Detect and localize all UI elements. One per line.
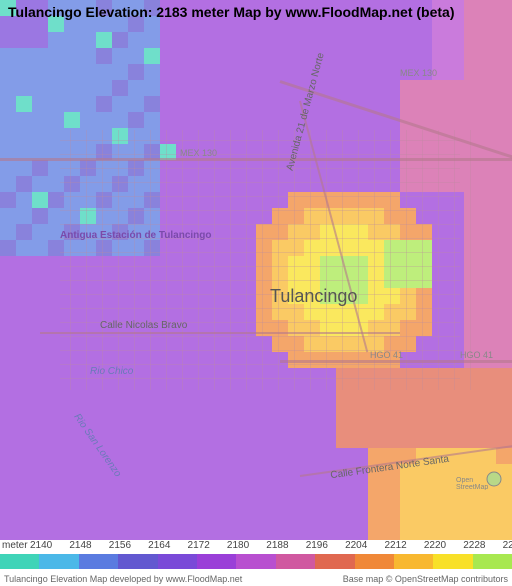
svg-text:Open: Open — [456, 477, 473, 484]
route-mex130-1: MEX 130 — [180, 148, 217, 158]
footer: meter21402148215621642172218021882196220… — [0, 540, 512, 582]
footer-right: Base map © OpenStreetMap contributors — [343, 574, 508, 584]
route-mex130-2: MEX 130 — [400, 68, 437, 78]
map-area[interactable]: Tulancingo Antigua Estación de Tulancing… — [0, 0, 512, 540]
footer-left: Tulancingo Elevation Map developed by ww… — [4, 574, 242, 584]
osm-logo: OpenStreetMap — [454, 468, 504, 490]
footer-text: Tulancingo Elevation Map developed by ww… — [0, 572, 512, 586]
page-title: Tulancingo Elevation: 2183 meter Map by … — [8, 4, 455, 20]
elevation-scale — [0, 552, 512, 572]
river-chico: Rio Chico — [90, 366, 133, 377]
road-mex130-h — [0, 158, 512, 161]
route-hgo41-2: HGO 41 — [460, 350, 493, 360]
road-bravo — [40, 332, 400, 334]
map-container: Tulancingo Elevation: 2183 meter Map by … — [0, 0, 512, 582]
road-bravo-label: Calle Nicolas Bravo — [100, 320, 187, 331]
city-label: Tulancingo — [270, 286, 357, 307]
road-hgo41 — [280, 360, 512, 363]
scale-labels: meter21402148215621642172218021882196220… — [0, 540, 512, 552]
route-hgo41-1: HGO 41 — [370, 350, 403, 360]
svg-text:StreetMap: StreetMap — [456, 484, 488, 490]
poi-label: Antigua Estación de Tulancingo — [60, 230, 212, 241]
